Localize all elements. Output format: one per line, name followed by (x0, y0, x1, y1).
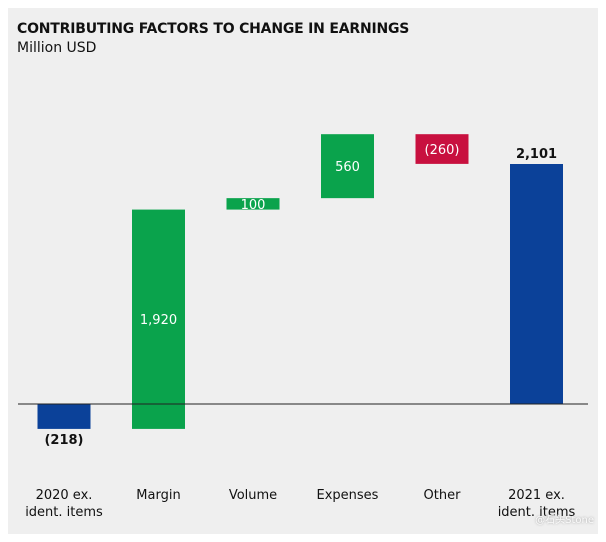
category-label-0-line-0: 2020 ex. (36, 488, 93, 503)
value-label-2: 100 (241, 198, 266, 213)
value-label-1: 1,920 (140, 313, 177, 328)
value-label-4: (260) (425, 143, 460, 158)
value-label-0: (218) (44, 433, 83, 448)
chart-title: CONTRIBUTING FACTORS TO CHANGE IN EARNIN… (17, 21, 410, 37)
bar-2 (226, 198, 280, 210)
bar-1 (132, 209, 185, 429)
watermark-text: @石头Stone (535, 515, 594, 526)
waterfall-chart: (218) 1,920 100 560 (260) 2,101 2020 ex. ident.… (18, 134, 588, 520)
bar-5 (510, 164, 563, 404)
category-label-5-line-1: ident. items (498, 505, 576, 520)
value-label-5: 2,101 (516, 147, 557, 162)
category-label-0-line-1: ident. items (25, 505, 103, 520)
category-label-3-line-0: Expenses (317, 488, 379, 503)
category-label-2-line-0: Volume (229, 488, 277, 503)
bar-3 (321, 134, 374, 199)
value-label-3: 560 (335, 160, 360, 175)
bar-0 (37, 404, 91, 429)
category-label-1-line-0: Margin (136, 488, 180, 503)
chart-subtitle: Million USD (17, 40, 97, 56)
category-label-4-line-0: Other (424, 488, 462, 503)
bar-4 (415, 134, 469, 164)
chart-panel: CONTRIBUTING FACTORS TO CHANGE IN EARNIN… (8, 8, 598, 534)
category-label-5-line-0: 2021 ex. (508, 488, 565, 503)
